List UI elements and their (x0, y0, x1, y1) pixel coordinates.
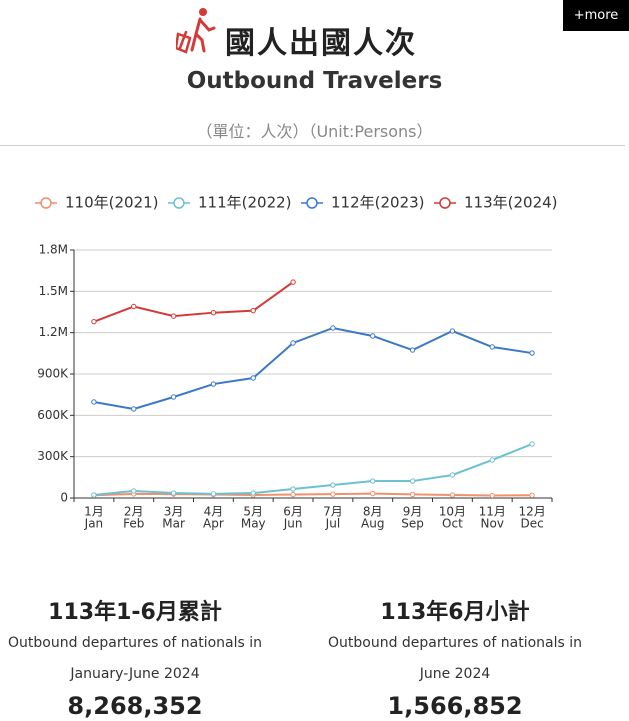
data-point (409, 478, 416, 484)
data-point (290, 340, 296, 346)
y-tick-label: 0 (60, 491, 68, 505)
stat-text: June 2024 (419, 666, 491, 682)
stat-title: 113年1-6月累計 (48, 600, 222, 625)
x-tick-label: 1月 (84, 505, 104, 519)
x-tick-label: 12月 (518, 505, 545, 519)
data-point (91, 492, 97, 498)
data-point (91, 318, 97, 325)
y-tick-label: 1.2M (39, 325, 68, 339)
x-tick-label: 2月 (124, 505, 144, 519)
series-line (93, 281, 294, 323)
x-tick-sublabel: Nov (481, 517, 504, 531)
series-line (93, 492, 533, 497)
x-tick-label: 9月 (403, 505, 423, 519)
x-tick-sublabel: Dec (520, 517, 543, 531)
legend-marker (40, 197, 52, 209)
legend-marker (173, 197, 185, 209)
data-point (170, 490, 177, 496)
data-point (170, 394, 177, 400)
x-tick-label: 4月 (204, 505, 224, 519)
stat-card: 113年6月小計 Outbound departures of national… (320, 592, 590, 720)
data-point (449, 328, 456, 334)
data-point (449, 492, 456, 498)
data-point (250, 490, 256, 496)
series-line (93, 326, 533, 411)
legend-label: 110年(2021) (65, 194, 159, 212)
data-point (290, 486, 296, 492)
data-point (529, 350, 535, 356)
data-point (210, 309, 217, 316)
y-tick-label: 300K (37, 449, 69, 463)
data-point (449, 472, 456, 478)
x-tick-sublabel: Apr (203, 517, 224, 531)
data-point (91, 399, 97, 405)
y-tick-label: 900K (37, 367, 69, 381)
x-tick-sublabel: Feb (123, 517, 144, 531)
data-point (409, 491, 416, 498)
data-point (489, 344, 495, 350)
data-point (529, 441, 535, 447)
data-point (250, 307, 256, 314)
stat-text: Outbound departures of nationals in (8, 635, 262, 651)
x-tick-sublabel: Mar (162, 517, 185, 531)
x-tick-label: 8月 (363, 505, 383, 519)
data-point (210, 381, 217, 387)
data-point (529, 492, 535, 498)
x-tick-sublabel: Jan (84, 517, 104, 531)
x-tick-label: 3月 (164, 505, 184, 519)
data-point (210, 491, 217, 497)
title: 國人出國人次 (225, 26, 417, 61)
y-tick-label: 1.8M (39, 243, 68, 257)
x-tick-sublabel: Jul (325, 517, 340, 531)
data-point (330, 482, 336, 488)
x-tick-sublabel: May (241, 517, 266, 531)
legend-label: 111年(2022) (198, 194, 292, 212)
data-point (330, 491, 336, 497)
legend-marker (439, 197, 451, 209)
data-point (330, 325, 336, 331)
data-point (370, 333, 376, 339)
data-point (131, 303, 137, 310)
x-tick-label: 6月 (283, 505, 303, 519)
data-point (131, 488, 137, 494)
data-point (409, 347, 416, 353)
x-tick-sublabel: Sep (401, 517, 424, 531)
stat-text: Outbound departures of nationals in (328, 635, 582, 651)
divider (0, 145, 625, 146)
data-point (290, 279, 296, 285)
stat-card: 113年1-6月累計 Outbound departures of nation… (0, 592, 270, 720)
x-tick-label: 7月 (323, 505, 343, 519)
stat-value: 1,566,852 (387, 692, 523, 720)
legend-marker (306, 197, 318, 209)
data-point (370, 490, 376, 497)
subtitle: Outbound Travelers (186, 68, 443, 94)
x-tick-label: 10月 (439, 505, 466, 519)
stat-title: 113年6月小計 (380, 600, 530, 625)
series-line (93, 443, 533, 496)
stat-value: 8,268,352 (67, 692, 203, 720)
data-point (290, 491, 296, 498)
y-tick-label: 1.5M (39, 284, 68, 298)
unit-note: （單位：人次）（Unit:Persons） (196, 122, 433, 141)
traveler-icon (176, 8, 216, 54)
x-tick-sublabel: Aug (361, 517, 384, 531)
x-tick-sublabel: Jun (283, 517, 303, 531)
data-point (250, 375, 256, 381)
stat-text: January-June 2024 (70, 666, 200, 682)
more-button[interactable]: +more (563, 0, 629, 31)
legend-label: 113年(2024) (464, 194, 558, 212)
x-tick-label: 5月 (243, 505, 263, 519)
y-tick-label: 600K (37, 408, 69, 422)
data-point (131, 406, 137, 412)
x-tick-label: 11月 (479, 505, 506, 519)
x-tick-sublabel: Oct (442, 517, 463, 531)
data-point (170, 313, 177, 319)
data-point (489, 457, 495, 463)
data-point (370, 478, 376, 484)
legend-label: 112年(2023) (331, 194, 425, 212)
data-point (489, 492, 495, 499)
